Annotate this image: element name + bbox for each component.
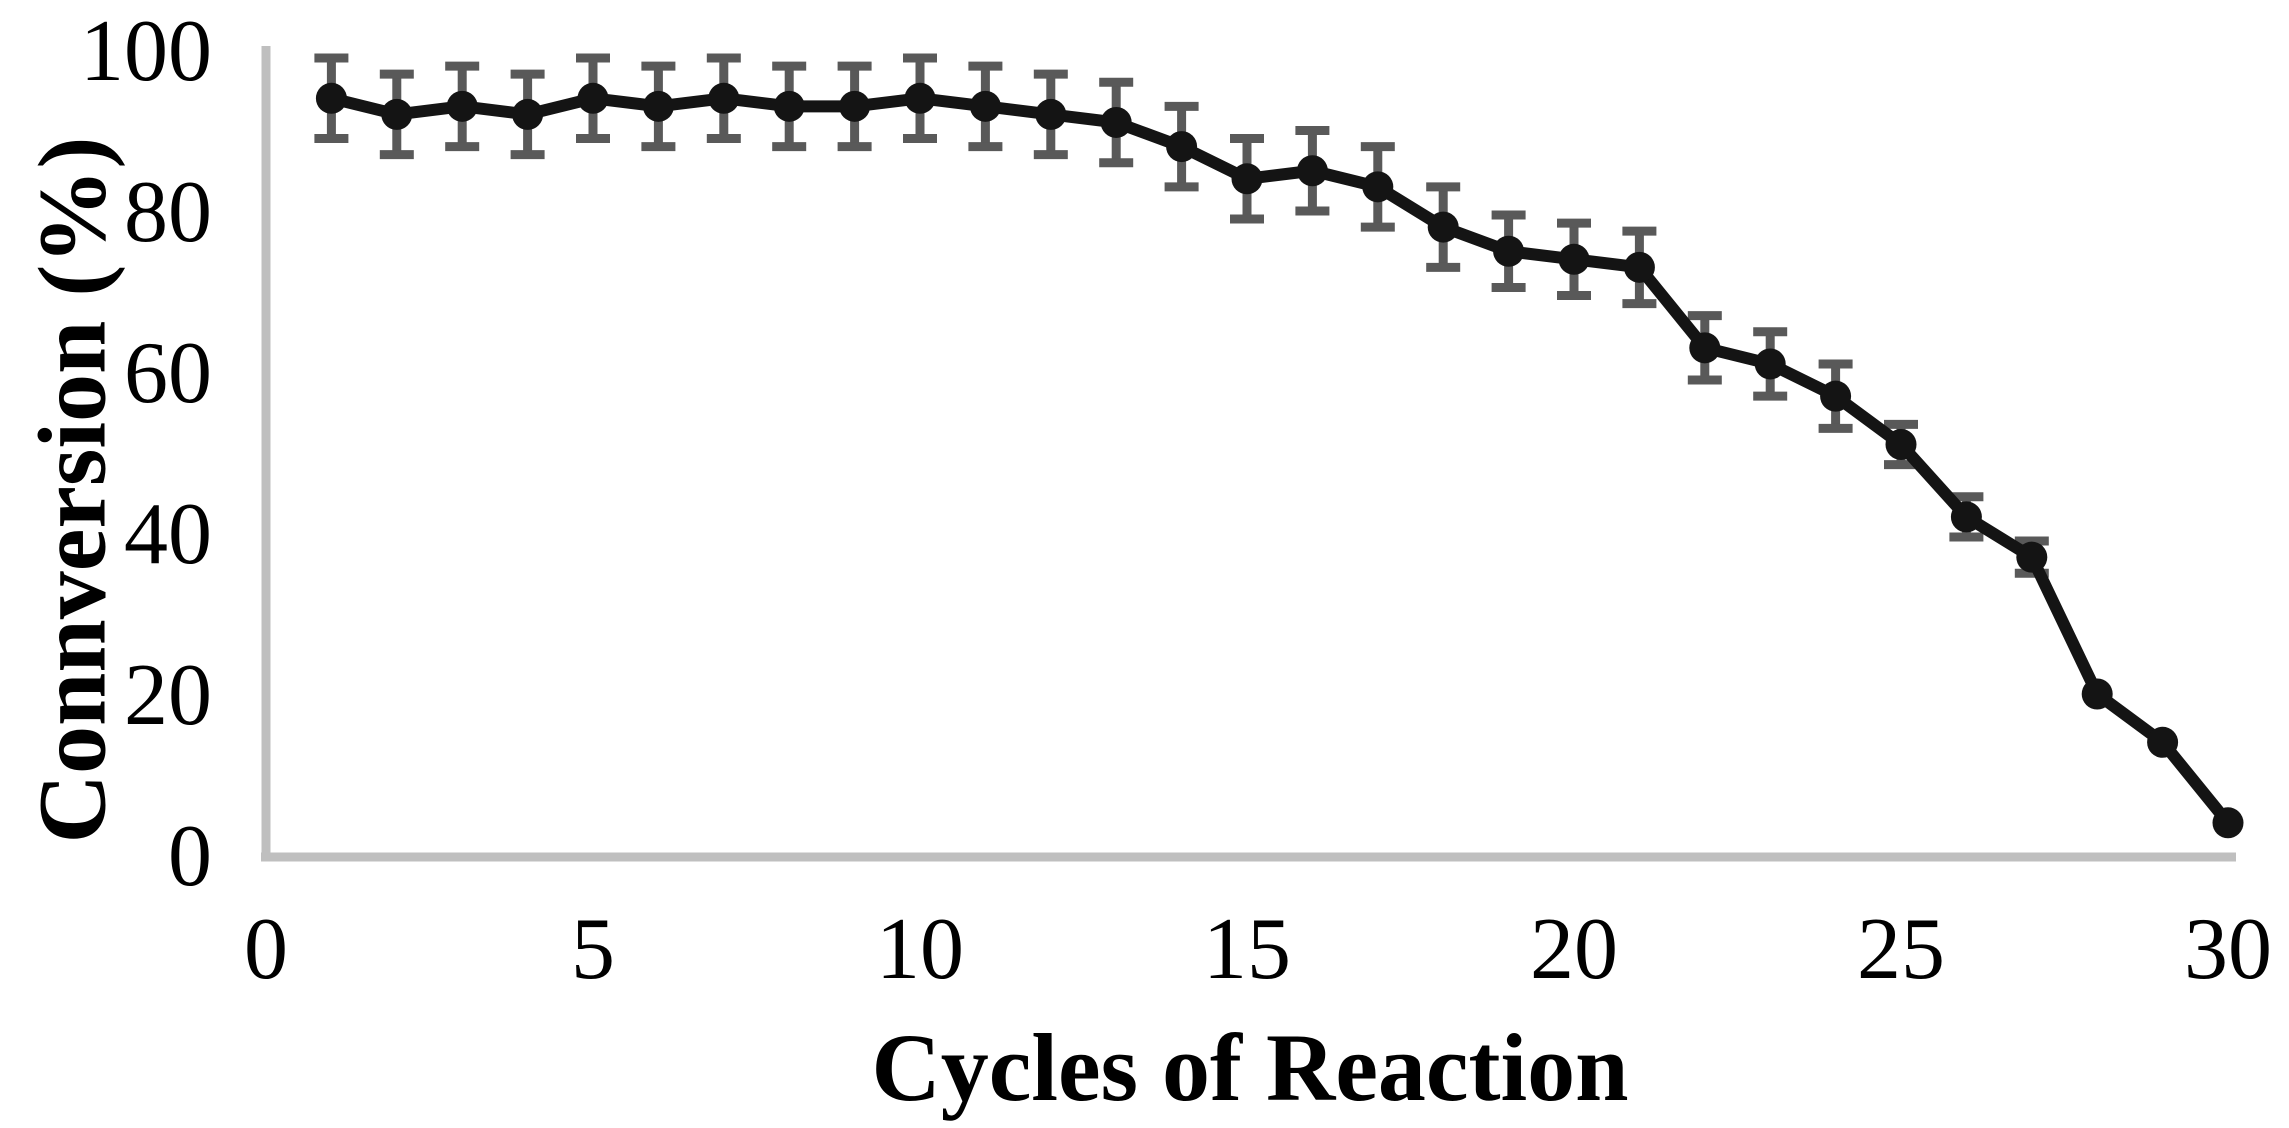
data-point	[1035, 98, 1067, 130]
data-point	[1623, 251, 1655, 283]
series-line	[325, 92, 2234, 829]
x-tick-label: 0	[244, 901, 288, 998]
data-point	[969, 90, 1001, 122]
data-point	[381, 98, 413, 130]
data-point	[1754, 348, 1786, 380]
data-point	[642, 90, 674, 122]
data-point	[1820, 380, 1852, 412]
data-point	[708, 82, 740, 114]
x-tick-label: 25	[1857, 901, 1945, 998]
x-axis-title: Cycles of Reaction	[871, 1014, 1628, 1121]
data-point	[904, 82, 936, 114]
x-tick-label: 15	[1203, 901, 1291, 998]
y-axis-title: Connversion (%)	[19, 137, 126, 844]
y-tick-label: 20	[124, 647, 212, 744]
data-point	[446, 90, 478, 122]
x-tick-label: 20	[1530, 901, 1618, 998]
x-tick-label: 10	[876, 901, 964, 998]
data-point	[1689, 332, 1721, 364]
y-tick-label: 60	[124, 325, 212, 422]
axis-lines	[261, 46, 2236, 862]
y-tick-label: 40	[124, 486, 212, 583]
x-tick-label: 5	[571, 901, 615, 998]
data-point	[1427, 211, 1459, 243]
y-tick-labels: 0 20 40 60 80 100	[80, 3, 212, 905]
data-point	[1493, 235, 1525, 267]
data-point	[1362, 171, 1394, 203]
x-tick-labels: 0 5 10 15 20 25 30	[244, 901, 2272, 998]
data-point	[1296, 155, 1328, 187]
data-point	[577, 82, 609, 114]
y-tick-label: 100	[80, 3, 212, 100]
y-tick-label: 80	[124, 164, 212, 261]
data-point	[1166, 131, 1198, 163]
data-point	[1950, 501, 1982, 533]
data-point	[2147, 726, 2179, 758]
data-point	[2016, 541, 2048, 573]
data-point	[315, 82, 347, 114]
data-point	[839, 90, 871, 122]
data-point	[773, 90, 805, 122]
y-tick-label: 0	[168, 808, 212, 905]
data-point	[1885, 428, 1917, 460]
data-point	[1558, 243, 1590, 275]
data-point	[512, 98, 544, 130]
data-point	[1231, 163, 1263, 195]
x-tick-label: 30	[2184, 901, 2272, 998]
data-point	[2212, 807, 2244, 839]
data-point	[2081, 678, 2113, 710]
data-point	[1100, 106, 1132, 138]
series-group	[315, 82, 2244, 839]
